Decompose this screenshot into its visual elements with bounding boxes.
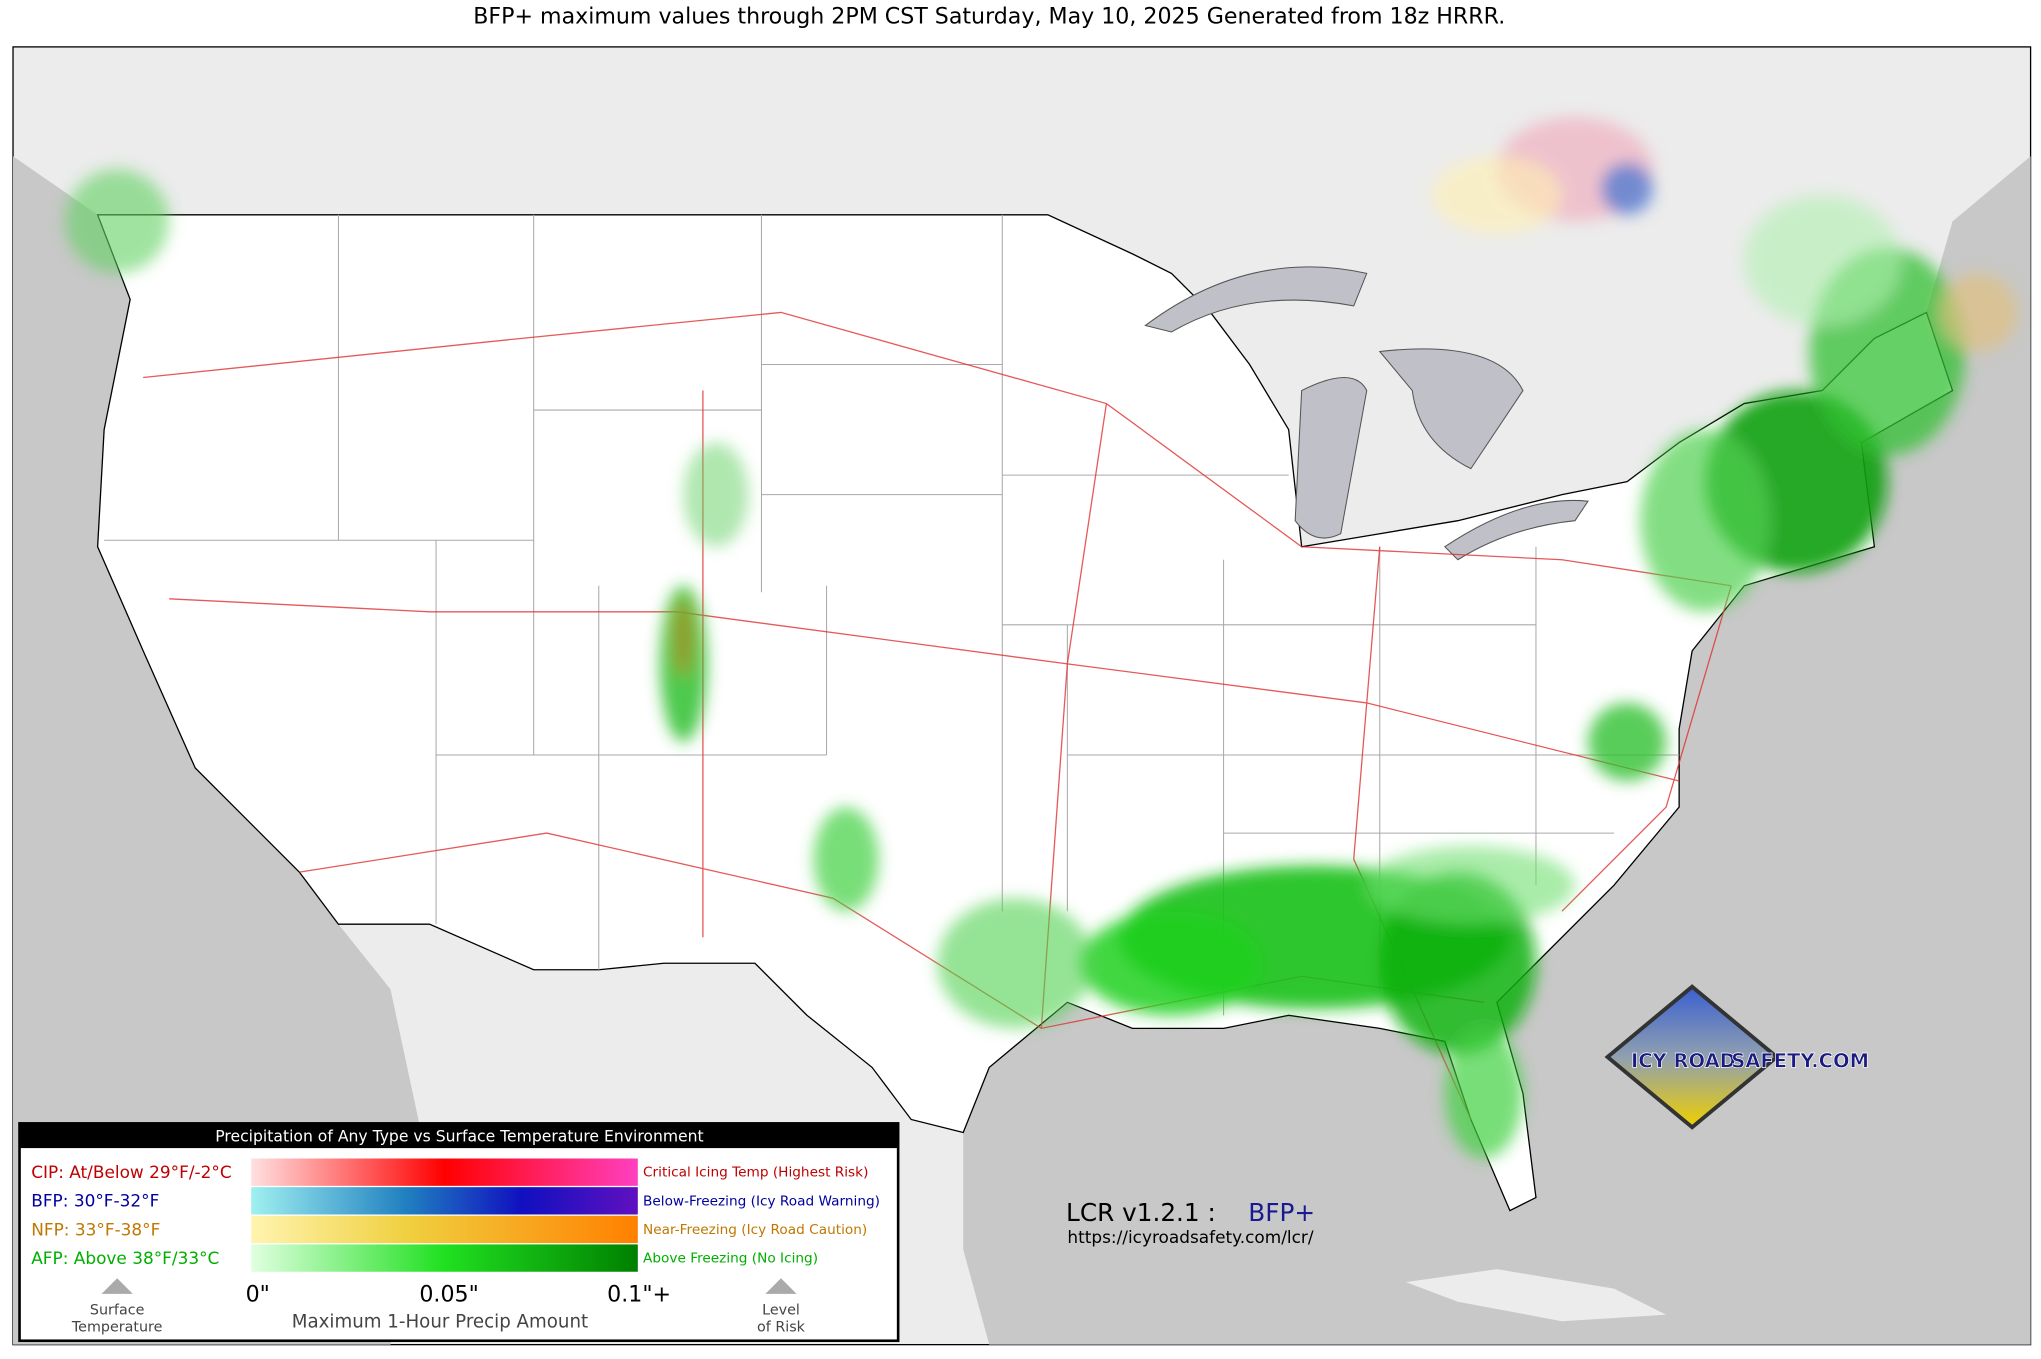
logo-text: ICY ROAD xyxy=(1631,1049,1736,1072)
version-label: LCR v1.2.1 : xyxy=(1066,1198,1216,1227)
legend-row-description: Near-Freezing (Icy Road Caution) xyxy=(643,1222,867,1238)
legend-row-name: CIP: At/Below 29°F/-2°C xyxy=(31,1162,231,1182)
logo: ICY ROAD SAFETY.COM xyxy=(1604,984,1869,1130)
legend-row-name: NFP: 33°F-38°F xyxy=(31,1219,160,1239)
legend-swatch xyxy=(251,1158,638,1186)
scale-label: 0.05" xyxy=(419,1282,478,1308)
legend-swatch xyxy=(251,1244,638,1272)
url-label: https://icyroadsafety.com/lcr/ xyxy=(1067,1227,1313,1247)
scale-axis-label: Maximum 1-Hour Precip Amount xyxy=(292,1312,588,1333)
legend-row-description: Critical Icing Temp (Highest Risk) xyxy=(643,1165,868,1181)
map-title: BFP+ maximum values through 2PM CST Satu… xyxy=(473,3,1505,29)
caption: of Risk xyxy=(757,1320,806,1336)
legend-row-name: BFP: 30°F-32°F xyxy=(31,1191,159,1211)
legend-row-description: Below-Freezing (Icy Road Warning) xyxy=(643,1193,880,1209)
caption: Level xyxy=(762,1303,800,1319)
footer: LCR v1.2.1 : BFP+ https://icyroadsafety.… xyxy=(1066,1198,1315,1247)
caption: Temperature xyxy=(71,1320,163,1336)
legend-heading: Precipitation of Any Type vs Surface Tem… xyxy=(215,1128,703,1146)
legend-swatch xyxy=(251,1215,638,1244)
legend: Precipitation of Any Type vs Surface Tem… xyxy=(18,1122,900,1343)
scale-label: 0" xyxy=(246,1282,270,1308)
legend-row-description: Above Freezing (No Icing) xyxy=(643,1251,818,1267)
logo-text: SAFETY.COM xyxy=(1731,1049,1869,1072)
caption: Surface xyxy=(90,1303,145,1319)
legend-row-name: AFP: Above 38°F/33°C xyxy=(31,1248,219,1268)
product-label: BFP+ xyxy=(1248,1198,1315,1227)
scale-label: 0.1"+ xyxy=(607,1282,671,1308)
precip-areas xyxy=(65,117,2018,1159)
legend-swatch xyxy=(251,1187,638,1215)
